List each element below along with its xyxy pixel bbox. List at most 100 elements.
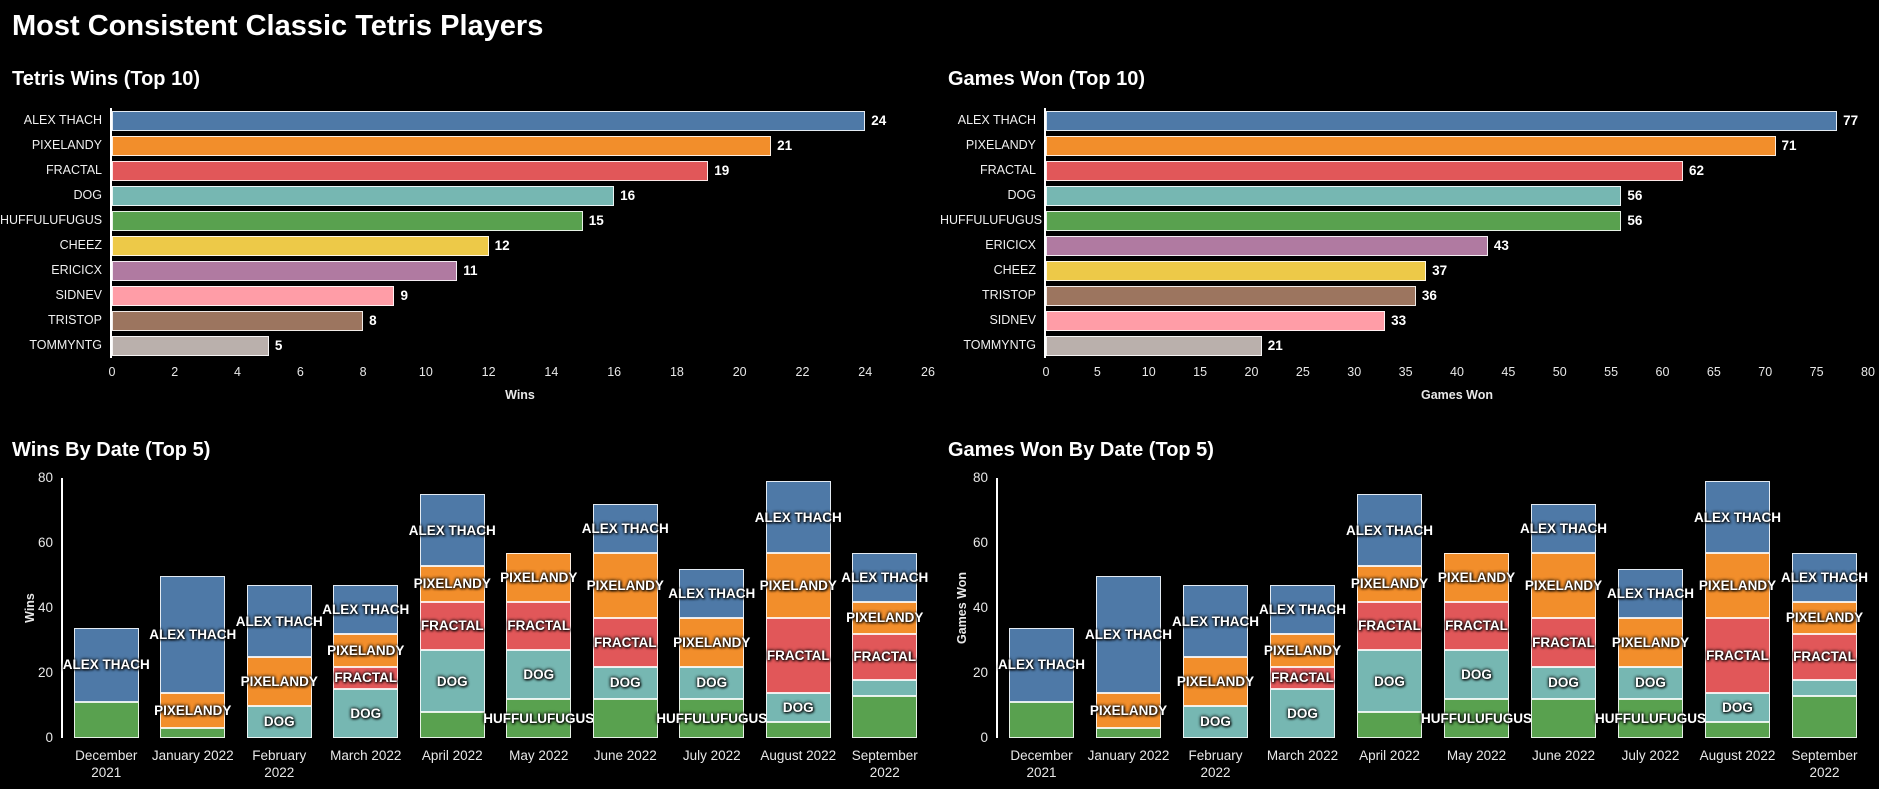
bar-segment[interactable]: DOG [419, 650, 485, 712]
bar-segment[interactable]: ALEX THACH [63, 627, 150, 703]
bar-segment[interactable]: PIXELANDY [414, 565, 491, 602]
bar[interactable] [1046, 285, 1416, 306]
bar-segment[interactable]: PIXELANDY [1699, 552, 1776, 618]
bar-segment[interactable]: FRACTAL [333, 666, 399, 690]
bar-segment[interactable] [852, 679, 918, 696]
bar-segment[interactable]: PIXELANDY [587, 552, 664, 618]
bar-segment[interactable]: ALEX THACH [998, 627, 1085, 703]
bar[interactable] [1046, 160, 1684, 181]
bar-segment[interactable]: PIXELANDY [1612, 617, 1689, 667]
bar-segment[interactable]: FRACTAL [1444, 601, 1509, 651]
bar-segment[interactable] [160, 728, 226, 738]
bar-segment[interactable]: DOG [1357, 650, 1422, 712]
bar[interactable] [1046, 135, 1776, 156]
bar-segment[interactable]: DOG [1444, 650, 1509, 699]
bar-segment[interactable]: ALEX THACH [236, 585, 323, 657]
bar[interactable] [1046, 260, 1427, 281]
bar-segment[interactable]: ALEX THACH [668, 569, 755, 618]
bar[interactable] [112, 310, 364, 331]
bar[interactable] [112, 110, 866, 131]
bar[interactable] [1046, 235, 1488, 256]
bar-segment[interactable] [1531, 699, 1596, 738]
bar-segment[interactable]: ALEX THACH [322, 585, 409, 634]
bar-segment[interactable]: PIXELANDY [1177, 656, 1254, 706]
bar-segment[interactable]: ALEX THACH [1607, 569, 1694, 618]
bar-segment[interactable]: FRACTAL [1705, 617, 1770, 693]
bar-segment[interactable]: FRACTAL [506, 601, 572, 651]
bar-segment[interactable]: DOG [1531, 666, 1596, 699]
bar-segment[interactable]: DOG [506, 650, 572, 699]
bar-segment[interactable] [1009, 702, 1074, 738]
bar-segment[interactable]: ALEX THACH [149, 575, 236, 693]
bar-segment[interactable]: PIXELANDY [1525, 552, 1602, 618]
bar-segment[interactable] [1357, 712, 1422, 738]
bar[interactable] [112, 260, 458, 281]
bar[interactable] [1046, 210, 1622, 231]
bar-segment[interactable]: HUFFULUFUGUS [1421, 699, 1532, 738]
bar-segment[interactable]: ALEX THACH [1694, 481, 1781, 553]
bar-segment[interactable]: PIXELANDY [1438, 552, 1515, 602]
bar-segment[interactable]: ALEX THACH [1085, 575, 1172, 693]
bar-segment[interactable]: PIXELANDY [500, 552, 577, 602]
bar-segment[interactable]: PIXELANDY [1090, 692, 1167, 729]
bar-segment[interactable] [73, 702, 139, 738]
bar-segment[interactable]: FRACTAL [1792, 634, 1857, 680]
bar-segment[interactable]: DOG [679, 666, 745, 699]
bar-segment[interactable] [1792, 679, 1857, 696]
bar-segment[interactable]: ALEX THACH [755, 481, 842, 553]
bar-segment[interactable]: FRACTAL [419, 601, 485, 651]
bar-segment[interactable]: PIXELANDY [673, 617, 750, 667]
bar-segment[interactable]: PIXELANDY [327, 634, 404, 667]
bar-segment[interactable]: PIXELANDY [1786, 601, 1863, 634]
bar[interactable] [1046, 185, 1622, 206]
bar-segment[interactable]: DOG [592, 666, 658, 699]
bar-segment[interactable] [419, 712, 485, 738]
bar-segment[interactable]: FRACTAL [852, 634, 918, 680]
bar-segment[interactable]: ALEX THACH [409, 494, 496, 566]
bar-segment[interactable]: FRACTAL [592, 617, 658, 667]
bar-segment[interactable]: DOG [1705, 692, 1770, 722]
bar-segment[interactable]: ALEX THACH [582, 504, 669, 553]
bar-segment[interactable]: HUFFULUFUGUS [656, 699, 767, 738]
bar[interactable] [112, 235, 489, 256]
bar-segment[interactable]: DOG [1618, 666, 1683, 699]
bar[interactable] [112, 335, 269, 356]
bar-segment[interactable]: PIXELANDY [154, 692, 231, 729]
bar-segment[interactable]: ALEX THACH [1346, 494, 1433, 566]
bar-segment[interactable]: DOG [246, 705, 312, 738]
bar-segment[interactable]: ALEX THACH [841, 552, 928, 602]
bar-segment[interactable]: PIXELANDY [1264, 634, 1341, 667]
bar-segment[interactable] [592, 699, 658, 738]
bar-segment[interactable]: FRACTAL [765, 617, 831, 693]
bar-segment[interactable]: PIXELANDY [846, 601, 923, 634]
bar-segment[interactable]: ALEX THACH [1781, 552, 1868, 602]
bar[interactable] [112, 285, 395, 306]
bar-segment[interactable]: FRACTAL [1531, 617, 1596, 667]
bar-segment[interactable]: HUFFULUFUGUS [1595, 699, 1706, 738]
bar[interactable] [112, 185, 615, 206]
bar[interactable] [1046, 110, 1838, 131]
bar-segment[interactable]: HUFFULUFUGUS [483, 699, 594, 738]
bar[interactable] [1046, 310, 1386, 331]
bar-segment[interactable]: FRACTAL [1270, 666, 1335, 690]
bar-segment[interactable]: ALEX THACH [1172, 585, 1259, 657]
bar-segment[interactable]: PIXELANDY [241, 656, 318, 706]
bar-segment[interactable]: PIXELANDY [760, 552, 837, 618]
bar-segment[interactable]: ALEX THACH [1259, 585, 1346, 634]
bar-segment[interactable]: PIXELANDY [1351, 565, 1428, 602]
bar[interactable] [1046, 335, 1262, 356]
bar-segment[interactable]: DOG [333, 689, 399, 738]
bar-segment[interactable]: DOG [1270, 689, 1335, 738]
bar-segment[interactable] [852, 695, 918, 738]
bar-segment[interactable]: ALEX THACH [1520, 504, 1607, 553]
bar-segment[interactable]: FRACTAL [1357, 601, 1422, 651]
bar[interactable] [112, 160, 709, 181]
bar-segment[interactable] [765, 721, 831, 738]
bar[interactable] [112, 210, 583, 231]
bar-segment[interactable] [1705, 721, 1770, 738]
bar-segment[interactable]: DOG [1183, 705, 1248, 738]
bar[interactable] [112, 135, 772, 156]
bar-segment[interactable] [1096, 728, 1161, 738]
bar-segment[interactable]: DOG [765, 692, 831, 722]
bar-segment[interactable] [1792, 695, 1857, 738]
